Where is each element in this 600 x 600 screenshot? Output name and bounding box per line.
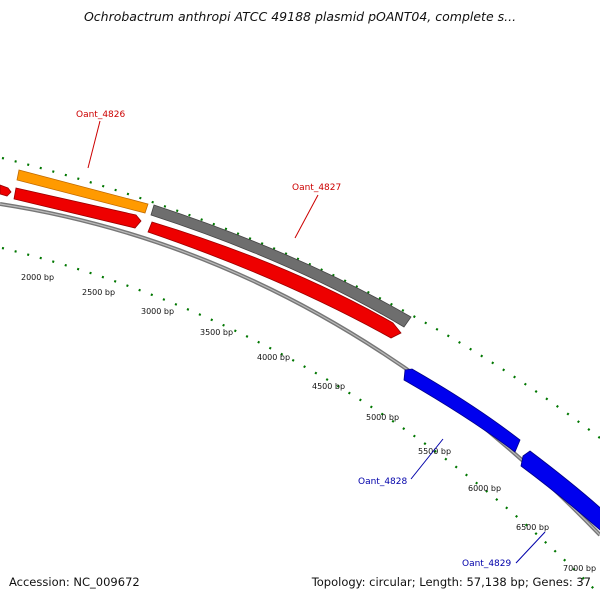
plasmid-backbone	[0, 202, 600, 537]
red-feature-arrow-1	[13, 187, 142, 229]
bp-label-6000: 6000 bp	[468, 484, 501, 493]
bp-label-5000: 5000 bp	[366, 413, 399, 422]
bp-label-5500: 5500 bp	[418, 447, 451, 456]
topology-summary: Topology: circular; Length: 57,138 bp; G…	[311, 575, 591, 589]
accession-text: Accession: NC_009672	[9, 575, 140, 589]
gene-label-oant-4828[interactable]: Oant_4828	[358, 477, 408, 487]
backbone-highlight	[0, 203, 600, 536]
bp-label-7000: 7000 bp	[563, 564, 596, 573]
callout-line-oant-4829	[515, 531, 546, 564]
bp-label-2000: 2000 bp	[21, 273, 54, 282]
callout-line-oant-4827	[294, 194, 319, 239]
bp-label-4500: 4500 bp	[312, 382, 345, 391]
bp-label-2500: 2500 bp	[82, 288, 115, 297]
gene-label-oant-4826[interactable]: Oant_4826	[76, 110, 126, 120]
blue-feature-arrow-2	[520, 450, 600, 531]
gene-label-oant-4829[interactable]: Oant_4829	[462, 559, 512, 569]
inner-tick-ring	[1, 246, 600, 596]
callout-line-oant-4826	[87, 120, 101, 169]
red-feature-arrow-left	[0, 184, 12, 197]
bp-label-6500: 6500 bp	[516, 523, 549, 532]
orange-feature	[16, 169, 149, 214]
bp-label-3000: 3000 bp	[141, 307, 174, 316]
blue-feature-arrow-1	[403, 368, 521, 453]
gray-feature	[150, 204, 412, 328]
sequence-title: Ochrobactrum anthropi ATCC 49188 plasmid…	[83, 9, 517, 24]
bp-label-4000: 4000 bp	[257, 353, 290, 362]
outer-tick-ring	[1, 156, 600, 439]
callout-line-oant-4828	[410, 438, 444, 480]
red-feature-arrow-2	[147, 221, 402, 339]
bp-label-3500: 3500 bp	[200, 328, 233, 337]
gene-label-oant-4827[interactable]: Oant_4827	[292, 183, 341, 193]
